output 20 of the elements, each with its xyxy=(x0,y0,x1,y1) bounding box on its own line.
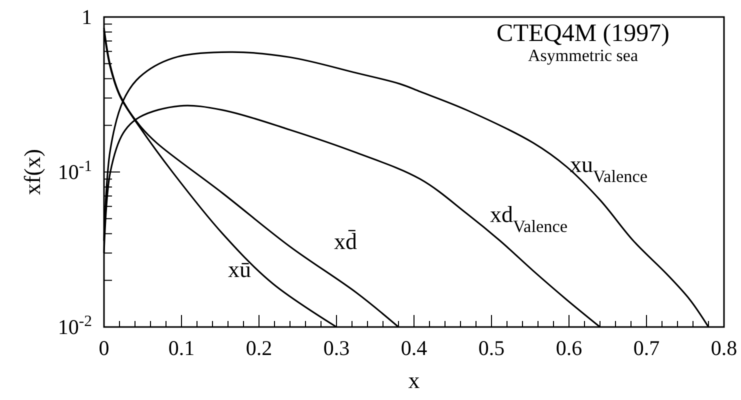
series-label: xd̄ xyxy=(334,228,358,254)
x-tick-label: 0.6 xyxy=(556,336,582,360)
x-tick-label: 0 xyxy=(98,336,110,360)
x-axis-title: x xyxy=(408,368,420,393)
x-tick-label: 0.5 xyxy=(478,336,505,360)
y-tick-label: 10$^{-1}$ xyxy=(58,158,92,184)
series-label: xu$_{Valence}$ xyxy=(570,152,648,186)
x-tick-label: 0.3 xyxy=(323,336,350,360)
x-tick-label: 0.2 xyxy=(246,336,272,360)
x-tick-label: 0.7 xyxy=(633,336,660,360)
x-tick-label: 0.1 xyxy=(168,336,195,360)
chart-title: CTEQ4M (1997) xyxy=(496,20,670,47)
y-tick-label: 10$^{-2}$ xyxy=(58,312,92,339)
y-axis-title: xf(x) xyxy=(20,149,45,195)
x-tick-label: 0.4 xyxy=(400,336,428,360)
y-tick-label: 1 xyxy=(82,5,92,29)
x-tick-label: 0.8 xyxy=(710,336,738,360)
series-label: xd$_{Valence}$ xyxy=(490,202,568,236)
series-label: xū xyxy=(228,257,252,282)
text: Asymmetric sea xyxy=(528,46,638,65)
